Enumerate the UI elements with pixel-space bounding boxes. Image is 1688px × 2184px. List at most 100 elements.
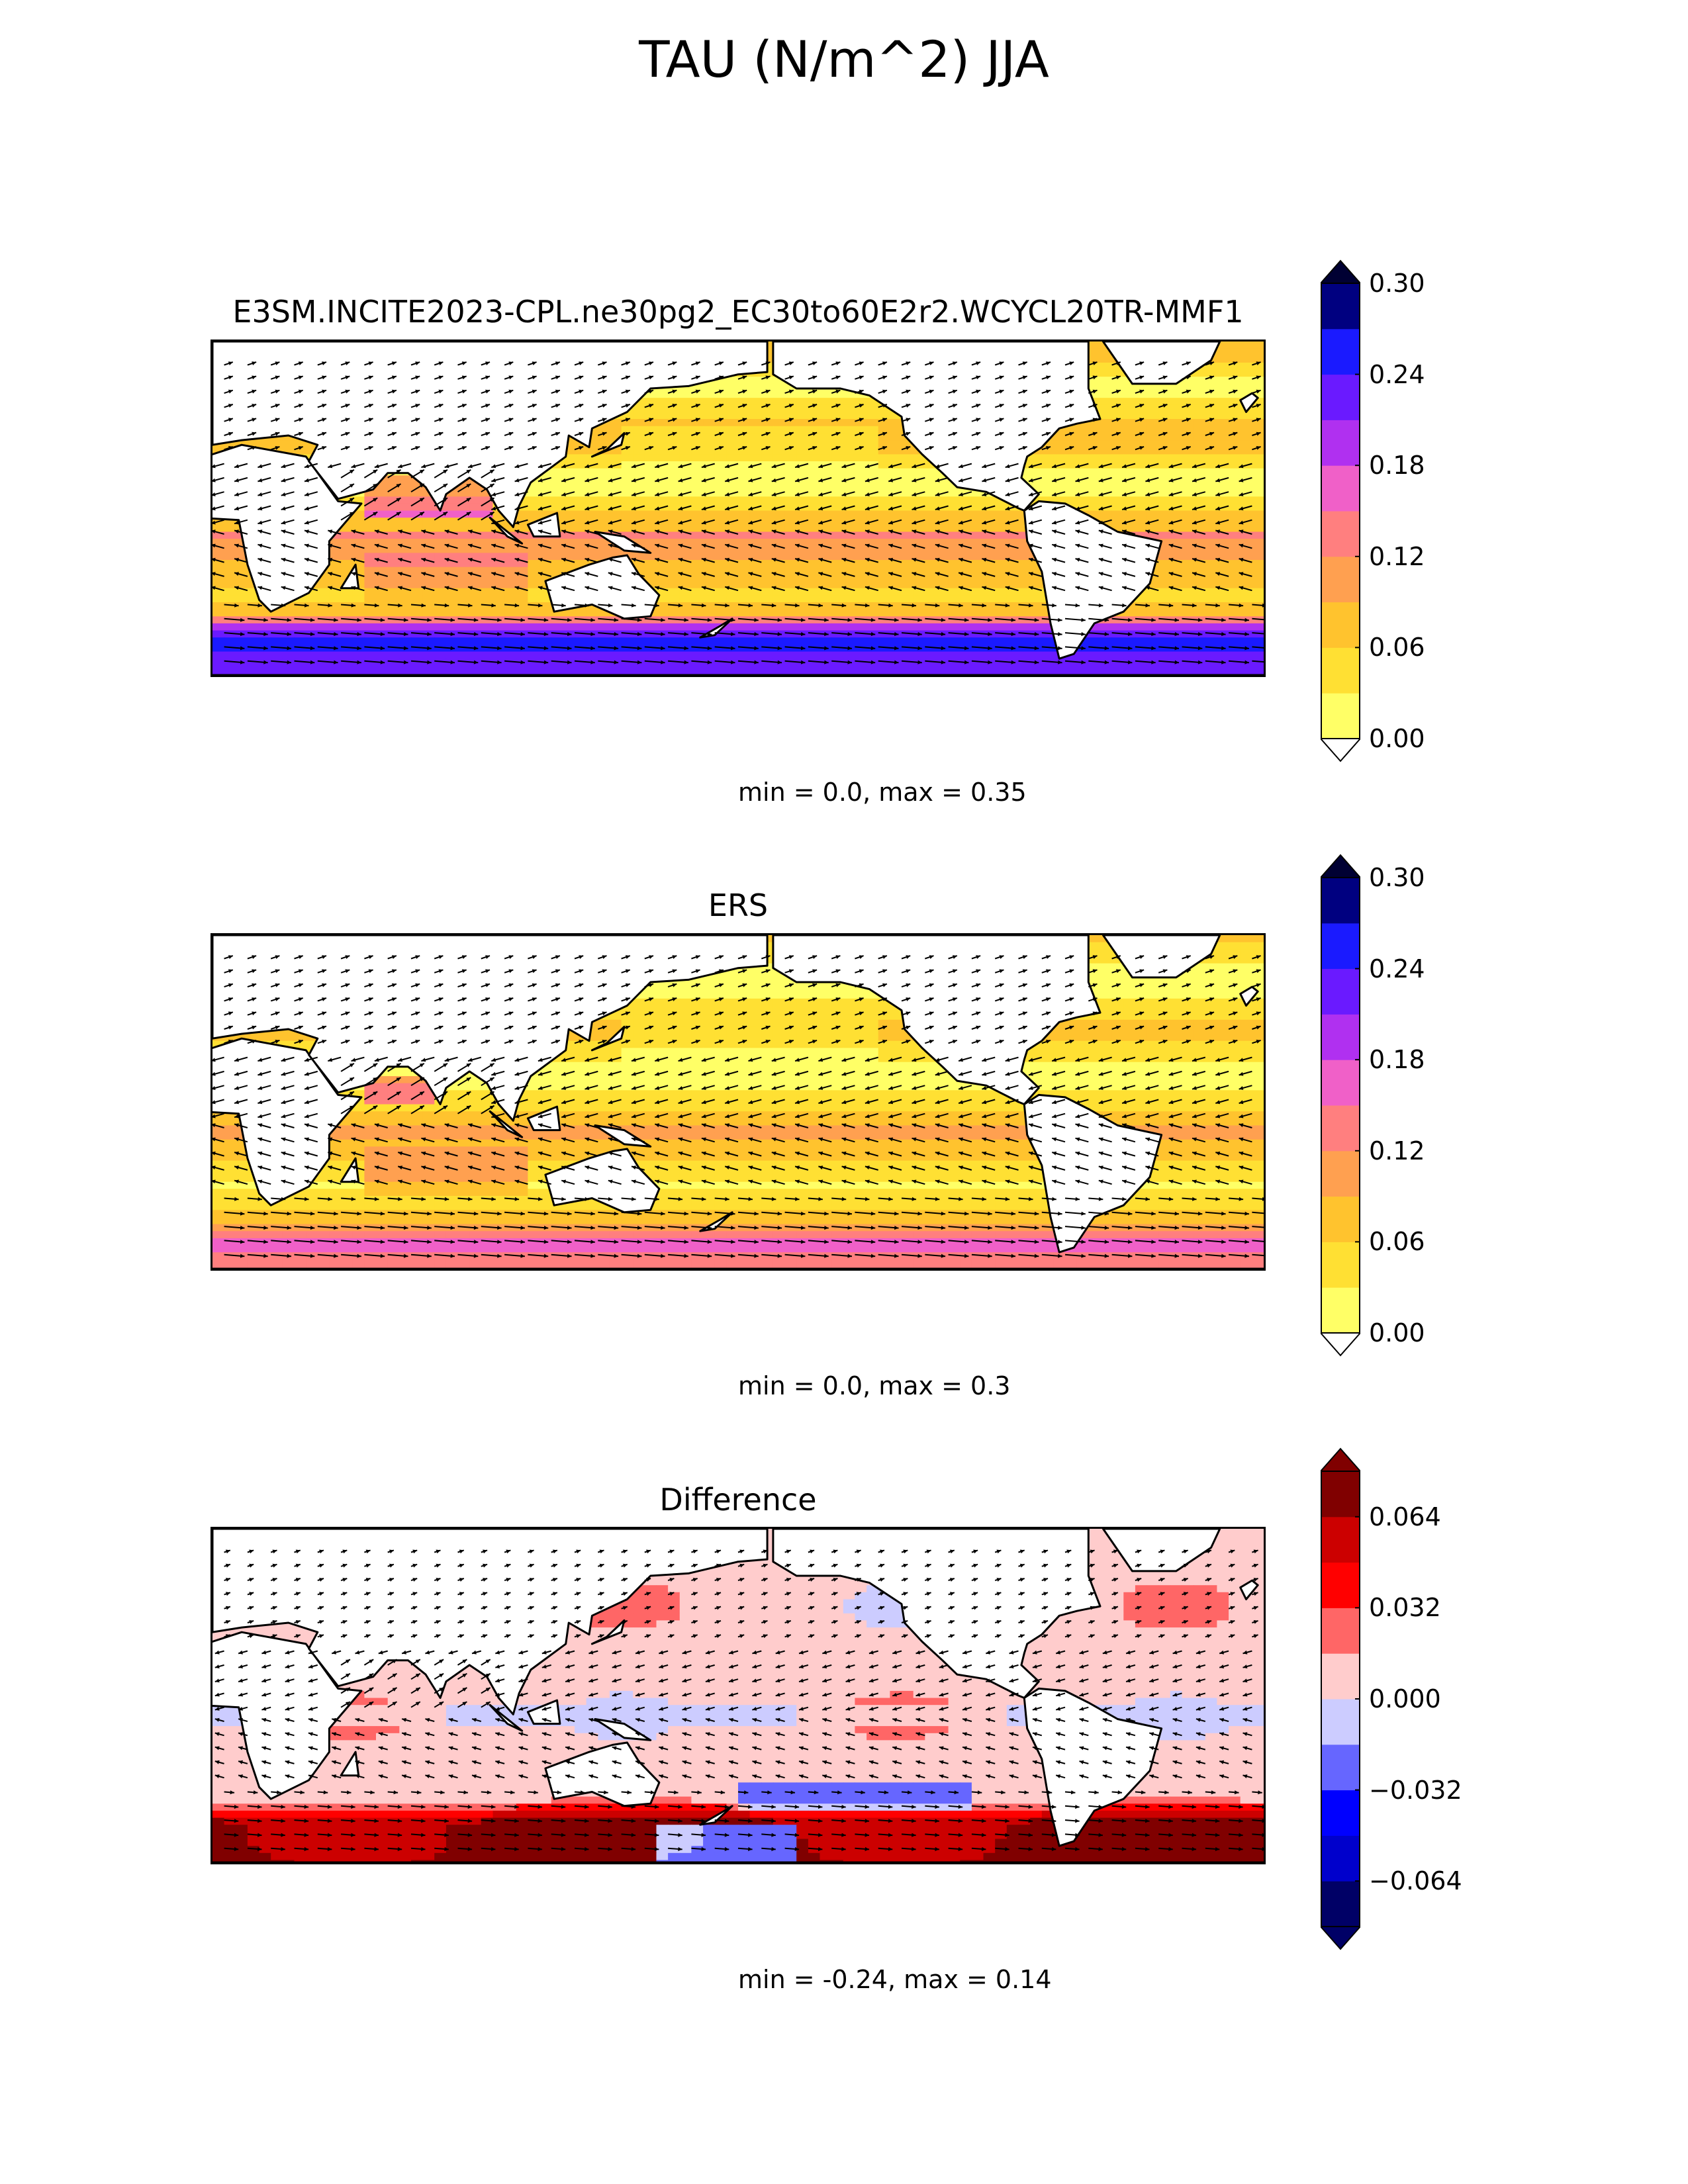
field-cell (1229, 355, 1241, 363)
field-cell (656, 531, 669, 539)
field-cell (247, 588, 260, 596)
field-cell (1147, 595, 1159, 603)
field-cell (528, 574, 540, 582)
field-cell (773, 553, 786, 561)
field-cell (411, 588, 424, 596)
field-cell (738, 602, 751, 610)
stress-arrow-head (1186, 432, 1191, 436)
field-cell (948, 539, 961, 547)
field-cell (925, 496, 937, 504)
stress-arrow-head (859, 375, 864, 380)
stress-arrow-head (952, 432, 957, 436)
field-cell (551, 616, 563, 624)
field-cell (983, 531, 996, 539)
field-cell (621, 489, 633, 497)
stress-arrow-head (508, 375, 514, 380)
field-cell (1229, 665, 1241, 673)
field-cell (364, 560, 377, 568)
field-cell (1030, 623, 1043, 631)
field-cell (714, 524, 727, 532)
field-cell (703, 426, 716, 433)
stress-arrow-head (461, 432, 467, 436)
field-cell (714, 616, 727, 624)
field-cell (878, 616, 890, 624)
field-cell (808, 482, 821, 490)
field-cell (656, 496, 669, 504)
field-cell (784, 659, 797, 666)
field-cell (784, 545, 797, 553)
field-cell (656, 468, 669, 476)
field-cell (948, 531, 961, 539)
field-cell (902, 659, 914, 666)
field-cell (691, 574, 704, 582)
field-cell (492, 665, 505, 673)
field-cell (808, 545, 821, 553)
stress-arrow-head (252, 446, 257, 450)
field-cell (1205, 630, 1217, 638)
field-cell (633, 524, 645, 532)
field-cell (679, 672, 692, 675)
field-cell (633, 553, 645, 561)
stress-arrow-head (882, 446, 887, 450)
field-cell (1088, 377, 1101, 385)
field-cell (726, 383, 739, 392)
field-cell (434, 560, 447, 568)
field-cell (364, 496, 377, 504)
field-cell (341, 553, 353, 561)
field-cell (1182, 489, 1194, 497)
field-cell (749, 595, 762, 603)
field-cell (1252, 383, 1264, 392)
stress-arrow-head (672, 389, 677, 394)
field-cell (843, 482, 855, 490)
field-cell (1205, 489, 1217, 497)
field-cell (1111, 362, 1124, 371)
field-cell (1205, 475, 1217, 483)
field-cell (329, 651, 342, 659)
field-cell (563, 651, 575, 659)
stress-arrow-head (258, 464, 263, 469)
field-cell (492, 609, 505, 617)
field-cell (1229, 560, 1241, 568)
field-cell (306, 609, 318, 617)
stress-arrow-head (742, 446, 747, 450)
field-cell (691, 398, 704, 406)
field-cell (1252, 672, 1264, 675)
field-cell (364, 539, 377, 547)
field-cell (867, 412, 879, 420)
field-cell (831, 659, 844, 666)
field-cell (820, 510, 832, 518)
field-cell (738, 447, 751, 455)
field-cell (445, 489, 459, 497)
field-cell (504, 581, 517, 589)
field-cell (913, 567, 925, 574)
field-cell (1065, 454, 1078, 462)
field-cell (831, 475, 844, 483)
field-cell (738, 651, 751, 659)
field-cell (271, 672, 283, 675)
field-cell (679, 433, 692, 441)
field-cell (1158, 412, 1171, 420)
field-cell (1182, 637, 1194, 645)
field-cell (1041, 447, 1054, 455)
field-cell (1240, 637, 1252, 645)
field-cell (738, 574, 751, 582)
field-cell (1240, 651, 1252, 659)
field-cell (1018, 609, 1031, 617)
field-cell (329, 553, 342, 561)
field-cell (1182, 602, 1194, 610)
field-cell (960, 637, 972, 645)
field-cell (1053, 454, 1066, 462)
field-cell (1088, 637, 1101, 645)
field-cell (679, 637, 692, 645)
field-cell (1135, 524, 1148, 532)
field-cell (1006, 567, 1019, 574)
field-cell (1182, 454, 1194, 462)
field-cell (1088, 659, 1101, 666)
field-cell (831, 539, 844, 547)
field-cell (714, 659, 727, 666)
field-cell (796, 609, 809, 617)
field-cell (995, 672, 1008, 675)
field-cell (633, 412, 645, 420)
field-cell (714, 637, 727, 645)
field-cell (1006, 553, 1019, 561)
